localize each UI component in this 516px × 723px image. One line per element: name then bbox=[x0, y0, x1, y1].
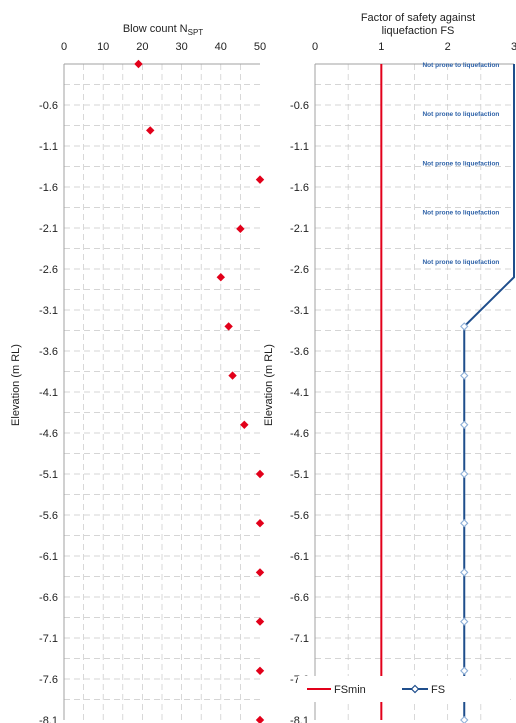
y-tick-label: -4.1 bbox=[290, 387, 309, 399]
x-tick-label: 1 bbox=[378, 41, 384, 53]
x-tick-label: 30 bbox=[175, 41, 187, 53]
y-tick-label: -5.1 bbox=[290, 469, 309, 481]
right-series bbox=[380, 64, 515, 723]
fs-point bbox=[460, 568, 469, 577]
spt-point bbox=[255, 469, 265, 479]
y-tick-label: -6.1 bbox=[39, 551, 58, 563]
spt-point bbox=[255, 519, 265, 528]
fs-point bbox=[460, 519, 469, 528]
y-tick-label: -2.1 bbox=[39, 223, 58, 235]
y-tick-label: -1.6 bbox=[290, 182, 309, 194]
x-tick-label: 0 bbox=[312, 41, 318, 53]
annotation-not-prone: Not prone to liquefaction bbox=[422, 111, 499, 118]
fs-point bbox=[460, 617, 469, 626]
spt-point bbox=[224, 322, 233, 331]
y-tick-label: -0.6 bbox=[290, 100, 309, 112]
y-tick-label: -4.6 bbox=[290, 428, 309, 440]
spt-point bbox=[255, 715, 265, 723]
y-tick-label: -5.6 bbox=[290, 510, 309, 522]
left-grid bbox=[63, 63, 260, 720]
y-tick-label: -3.1 bbox=[290, 305, 309, 317]
y-tick-label: -0.6 bbox=[39, 100, 58, 112]
left-chart: Blow count NSPT 0 10 20 30 40 50 -0.6 -1.1 -1.6… bbox=[10, 23, 266, 723]
y-tick-label: -6.6 bbox=[290, 592, 309, 604]
spt-point bbox=[255, 617, 265, 626]
y-tick-label: -2.6 bbox=[39, 264, 58, 276]
y-tick-label: -8.1 bbox=[290, 715, 309, 723]
fs-point bbox=[460, 715, 469, 723]
fs-point bbox=[460, 666, 469, 675]
spt-point bbox=[255, 568, 265, 577]
left-y-axis-label: Elevation (m RL) bbox=[10, 344, 22, 426]
y-tick-label: -1.6 bbox=[39, 182, 58, 194]
y-tick-label: -3.6 bbox=[290, 346, 309, 358]
x-tick-label: 20 bbox=[136, 41, 148, 53]
y-tick-label: -3.6 bbox=[39, 346, 58, 358]
y-tick-label: -1.1 bbox=[290, 141, 309, 153]
y-tick-label: -1.1 bbox=[39, 141, 58, 153]
fs-point bbox=[460, 469, 469, 479]
x-tick-label: 3 bbox=[511, 41, 516, 53]
x-tick-label: 2 bbox=[445, 41, 451, 53]
legend: FSmin FS bbox=[298, 676, 510, 702]
annotation-not-prone: Not prone to liquefaction bbox=[422, 210, 499, 217]
x-tick-label: 50 bbox=[254, 41, 266, 53]
spt-point bbox=[228, 371, 237, 380]
y-tick-label: -2.1 bbox=[290, 223, 309, 235]
right-chart-title-line2: liquefaction FS bbox=[382, 25, 455, 37]
legend-fs-label: FS bbox=[431, 684, 445, 696]
left-y-ticks: -0.6 -1.1 -1.6 -2.1 -2.6 -3.1 -3.6 -4.1 -4.6 -5.1… bbox=[39, 100, 58, 723]
right-x-ticks: 0 1 2 3 bbox=[312, 41, 516, 53]
y-tick-label: -5.1 bbox=[39, 469, 58, 481]
y-tick-label: -4.1 bbox=[39, 387, 58, 399]
spt-point bbox=[255, 666, 265, 675]
legend-fsmin-label: FSmin bbox=[334, 684, 366, 696]
y-tick-label: -7.1 bbox=[290, 633, 309, 645]
x-tick-label: 10 bbox=[97, 41, 109, 53]
spt-point bbox=[216, 273, 225, 282]
fs-point bbox=[460, 420, 469, 429]
spt-point bbox=[240, 420, 249, 429]
y-tick-label: -6.6 bbox=[39, 592, 58, 604]
y-tick-label: -8.1 bbox=[39, 715, 58, 723]
spt-point bbox=[255, 175, 265, 184]
right-chart: Factor of safety against liquefaction FS… bbox=[263, 12, 516, 723]
annotation-not-prone: Not prone to liquefaction bbox=[422, 62, 499, 69]
right-chart-title-line1: Factor of safety against bbox=[361, 12, 475, 24]
y-tick-label: -7.6 bbox=[39, 674, 58, 686]
y-tick-label: -6.1 bbox=[290, 551, 309, 563]
left-chart-title: Blow count NSPT bbox=[123, 23, 203, 37]
y-tick-label: -3.1 bbox=[39, 305, 58, 317]
y-tick-label: -7.1 bbox=[39, 633, 58, 645]
x-tick-label: 40 bbox=[215, 41, 227, 53]
spt-point bbox=[236, 224, 245, 234]
right-y-axis-label: Elevation (m RL) bbox=[263, 344, 275, 426]
left-x-ticks: 0 10 20 30 40 50 bbox=[61, 41, 266, 53]
left-points bbox=[134, 59, 265, 723]
annotation-not-prone: Not prone to liquefaction bbox=[422, 160, 499, 167]
legend-fs-marker bbox=[410, 684, 420, 694]
annotation-not-prone: Not prone to liquefaction bbox=[422, 259, 499, 266]
fs-point bbox=[460, 371, 469, 380]
spt-point bbox=[134, 59, 143, 69]
y-tick-label: -2.6 bbox=[290, 264, 309, 276]
y-tick-label: -4.6 bbox=[39, 428, 58, 440]
spt-point bbox=[146, 126, 155, 135]
right-y-ticks: -0.6 -1.1 -1.6 -2.1 -2.6 -3.1 -3.6 -4.1 -4.6 -5.1… bbox=[290, 100, 309, 723]
x-tick-label: 0 bbox=[61, 41, 67, 53]
fs-point bbox=[460, 322, 469, 331]
y-tick-label: -5.6 bbox=[39, 510, 58, 522]
right-annotations: Not prone to liquefaction Not prone to li… bbox=[422, 62, 499, 266]
